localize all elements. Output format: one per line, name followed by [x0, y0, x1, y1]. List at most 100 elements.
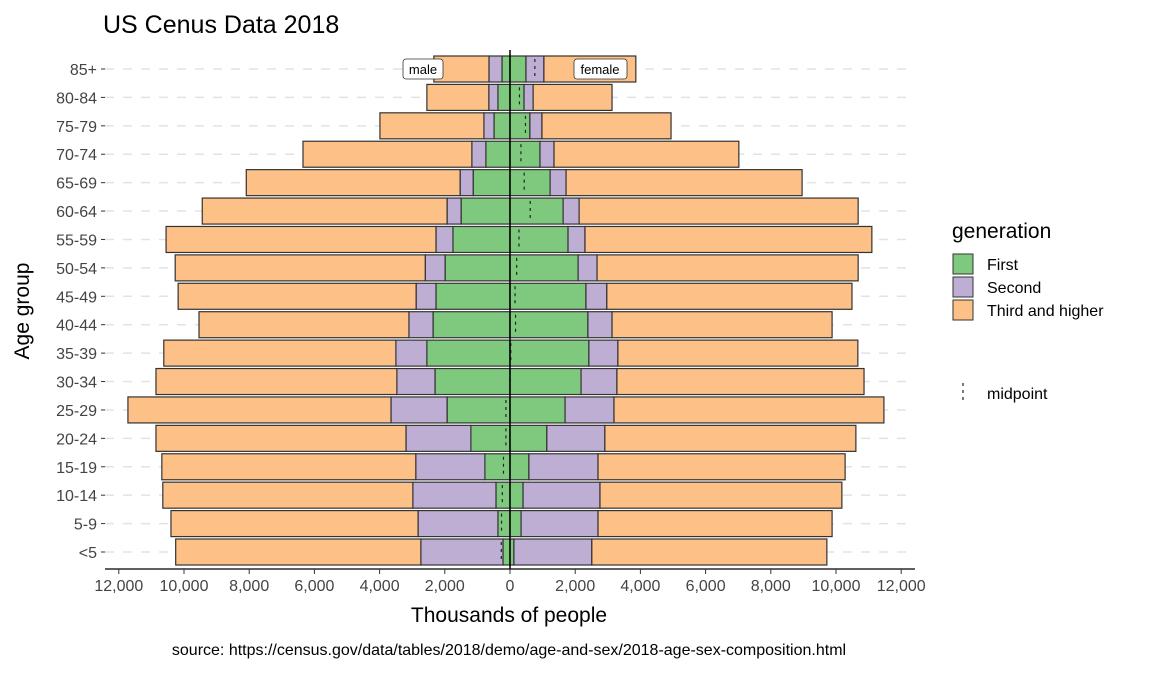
- bar-male: [488, 55, 503, 83]
- bar-male: [379, 112, 485, 140]
- bar-female: [522, 481, 601, 509]
- bar-female: [539, 140, 555, 168]
- bar-female: [509, 254, 579, 282]
- bar-female: [541, 112, 672, 140]
- bar-female: [597, 453, 846, 481]
- x-tick-label: 12,000: [94, 578, 143, 595]
- bar-male: [417, 509, 499, 538]
- bar-female: [509, 140, 541, 168]
- bar-female: [509, 453, 530, 481]
- x-tick-label: 8,000: [751, 578, 791, 595]
- bar-male: [435, 282, 511, 310]
- bar-female: [584, 225, 873, 254]
- bar-male: [408, 311, 434, 339]
- bar-female: [596, 254, 859, 282]
- bar-male: [198, 311, 410, 339]
- bar-male: [424, 254, 446, 282]
- legend-swatch: [952, 299, 974, 321]
- bar-female: [509, 83, 525, 112]
- bar-female: [604, 424, 857, 452]
- x-tick-label: 6,000: [686, 578, 726, 595]
- bar-male: [501, 55, 511, 83]
- chart-title: US Cenus Data 2018: [103, 11, 339, 39]
- bar-male: [390, 396, 448, 424]
- bar-male: [452, 225, 511, 254]
- bar-male: [162, 481, 414, 509]
- x-axis-title: Thousands of people: [411, 604, 607, 627]
- bar-female: [606, 282, 853, 310]
- legend-swatch: [952, 253, 974, 275]
- bar-male: [163, 339, 397, 367]
- y-tick-label: 70-74: [56, 147, 97, 164]
- y-tick-label: 85+: [70, 62, 97, 79]
- bar-male: [177, 282, 417, 310]
- bar-female: [528, 453, 599, 481]
- x-tick-label: 6,000: [294, 578, 334, 595]
- x-tick-label: 4,000: [620, 578, 660, 595]
- bar-female: [546, 424, 606, 452]
- bar-female: [562, 197, 580, 225]
- bar-female: [591, 538, 828, 566]
- bar-male: [444, 254, 511, 282]
- bar-male: [435, 225, 454, 254]
- x-tick-label: 10,000: [160, 578, 209, 595]
- y-tick-label: <5: [79, 545, 97, 562]
- x-tick-label: 8,000: [229, 578, 269, 595]
- side-labels: male female: [402, 58, 628, 80]
- bar-female: [549, 169, 567, 197]
- bar-male: [412, 481, 497, 509]
- bar-male: [420, 538, 504, 566]
- x-tick-label: 12,000: [877, 578, 926, 595]
- bar-male: [170, 509, 419, 538]
- caption: source: https://census.gov/data/tables/2…: [172, 642, 846, 659]
- bar-male: [426, 83, 490, 112]
- bar-male: [127, 396, 392, 424]
- bar-male: [497, 83, 511, 112]
- bar-female: [509, 311, 589, 339]
- bar-female: [588, 339, 619, 367]
- bar-male: [497, 509, 511, 538]
- legend-title: generation: [952, 220, 1051, 243]
- y-tick-label: 20-24: [56, 431, 97, 448]
- bar-male: [396, 367, 436, 396]
- bar-female: [509, 112, 531, 140]
- bar-female: [580, 367, 618, 396]
- bar-female: [613, 396, 885, 424]
- bar-male: [470, 424, 511, 452]
- bar-male: [484, 453, 511, 481]
- female-label: female: [580, 62, 619, 77]
- y-tick-label: 40-44: [56, 318, 97, 335]
- x-tick-label: 2,000: [555, 578, 595, 595]
- bar-male: [201, 197, 448, 225]
- bar-female: [509, 282, 587, 310]
- bar-male: [434, 367, 511, 396]
- bar-male: [483, 112, 495, 140]
- y-tick-label: 60-64: [56, 204, 97, 221]
- bar-female: [509, 339, 590, 367]
- bar-female: [616, 367, 865, 396]
- bar-female: [520, 509, 599, 538]
- y-tick-label: 50-54: [56, 261, 97, 278]
- bar-female: [529, 112, 543, 140]
- bar-female: [523, 83, 534, 112]
- bar-female: [585, 282, 608, 310]
- bar-female: [509, 55, 527, 83]
- bar-male: [395, 339, 428, 367]
- bar-female: [509, 481, 524, 509]
- bar-male: [493, 112, 511, 140]
- bar-female: [597, 509, 833, 538]
- bars: [127, 55, 885, 566]
- bar-female: [611, 311, 833, 339]
- y-tick-label: 15-19: [56, 460, 97, 477]
- y-tick-label: 45-49: [56, 289, 97, 306]
- bar-female: [567, 225, 586, 254]
- bar-male: [405, 424, 472, 452]
- bar-female: [553, 140, 740, 168]
- bar-male: [415, 453, 486, 481]
- female-label-box: [573, 58, 628, 80]
- bar-female: [509, 197, 564, 225]
- bar-female: [617, 339, 859, 367]
- y-tick-label: 75-79: [56, 119, 97, 136]
- bar-male: [459, 169, 474, 197]
- y-tick-label: 5-9: [74, 517, 97, 534]
